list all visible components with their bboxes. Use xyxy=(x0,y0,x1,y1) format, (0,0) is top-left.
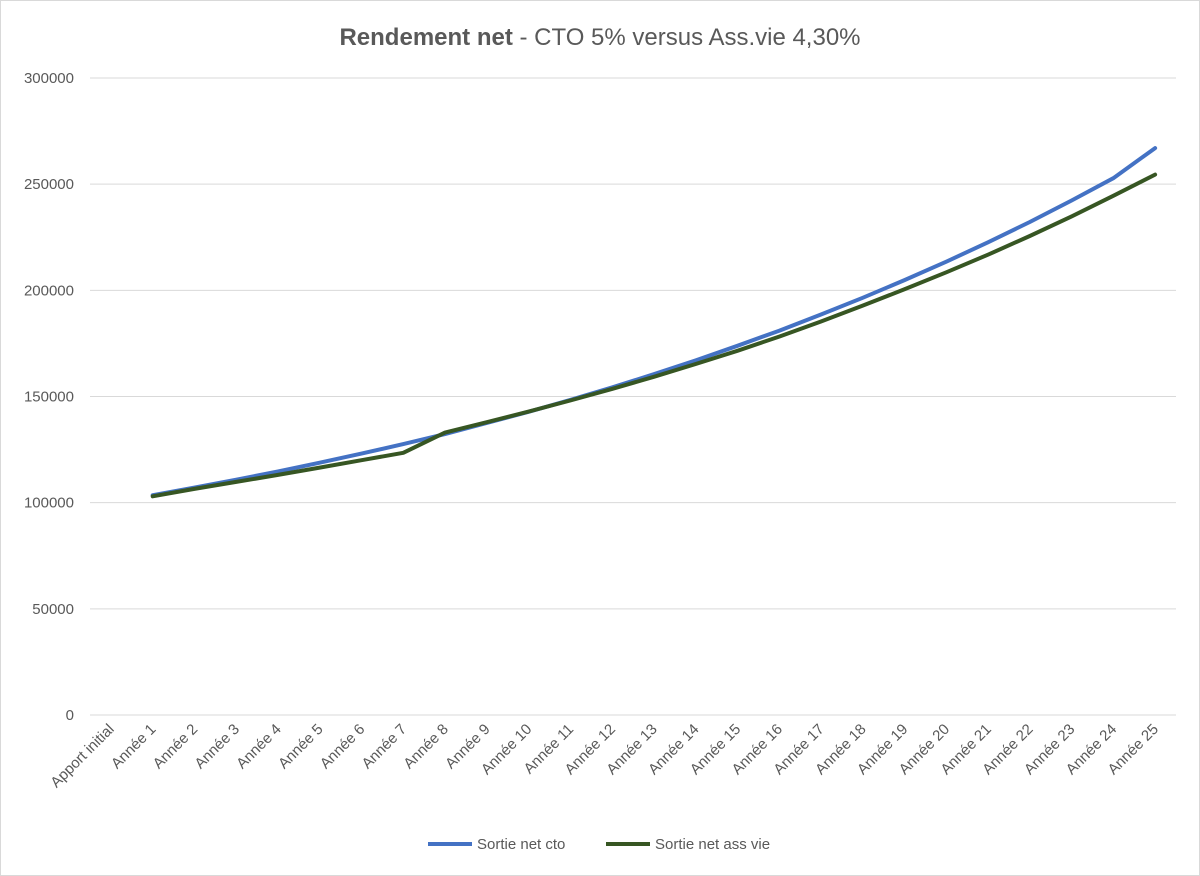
series-line-0 xyxy=(150,146,1158,498)
x-tick-label: Année 2 xyxy=(150,721,202,773)
y-tick-label: 200000 xyxy=(24,282,74,299)
x-tick-label: Année 3 xyxy=(191,721,243,773)
y-tick-label: 150000 xyxy=(24,389,74,406)
legend: Sortie net cto Sortie net ass vie xyxy=(428,836,770,853)
y-tick-label: 50000 xyxy=(32,601,74,618)
legend-label: Sortie net cto xyxy=(477,836,565,853)
x-tick-label: Année 4 xyxy=(233,721,285,773)
x-tick-label: Année 6 xyxy=(317,721,369,773)
gridlines xyxy=(90,77,1176,716)
chart-title-bold: Rendement net xyxy=(339,24,512,51)
x-tick-label: Apport initial xyxy=(47,721,117,791)
series-line-1 xyxy=(150,172,1158,499)
chart-title: Rendement net - CTO 5% versus Ass.vie 4,… xyxy=(339,24,860,51)
chart-title-rest: - CTO 5% versus Ass.vie 4,30% xyxy=(513,24,861,51)
legend-label: Sortie net ass vie xyxy=(655,836,770,853)
y-axis-ticks: 0 50000 100000 150000 200000 250000 300000 xyxy=(24,70,74,724)
y-tick-label: 0 xyxy=(66,707,74,724)
x-tick-label: Année 1 xyxy=(108,721,160,773)
y-tick-label: 300000 xyxy=(24,70,74,87)
y-tick-label: 100000 xyxy=(24,495,74,512)
x-tick-label: Année 7 xyxy=(359,721,411,773)
x-tick-label: Année 5 xyxy=(275,721,327,773)
y-tick-label: 250000 xyxy=(24,176,74,193)
x-tick-label: Année 8 xyxy=(400,721,452,773)
series-lines xyxy=(150,146,1158,499)
